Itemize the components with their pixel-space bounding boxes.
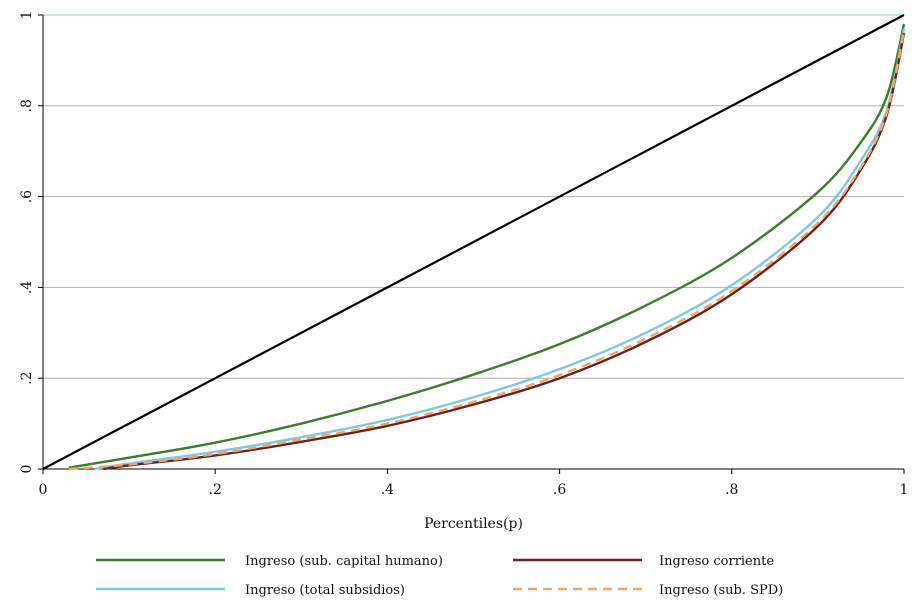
legend-label-2: Ingreso (total subsidios) [245,583,405,598]
series-line-0 [68,23,906,469]
x-tick-label: .8 [725,482,738,498]
y-tick-label: .6 [19,190,35,203]
legend-label-3: Ingreso (sub. SPD) [659,583,783,598]
y-tick-label: .4 [19,281,35,294]
y-tick-label: 1 [19,11,35,20]
x-tick-label: .2 [209,482,222,498]
series-layer [42,14,906,471]
series-line-1 [103,32,906,471]
x-axis-title: Percentiles(p) [424,516,523,532]
x-tick-label: 0 [39,482,48,498]
series-line-2 [94,28,906,471]
y-axis: 0 .2 .4 .6 .8 1 [19,11,44,474]
y-tick-label: .8 [19,99,35,112]
equality-line [42,14,905,470]
x-tick-label: 1 [900,482,909,498]
legend: Ingreso (sub. capital humano) Ingreso cor… [96,554,783,598]
y-tick-label: 0 [19,465,35,474]
legend-label-1: Ingreso corriente [659,554,774,569]
legend-label-0: Ingreso (sub. capital humano) [245,554,443,569]
x-tick-label: .4 [381,482,394,498]
series-line-3 [68,30,906,471]
x-axis: 0 .2 .4 .6 .8 1 [39,468,909,498]
x-tick-label: .6 [553,482,566,498]
y-tick-label: .2 [19,372,35,385]
